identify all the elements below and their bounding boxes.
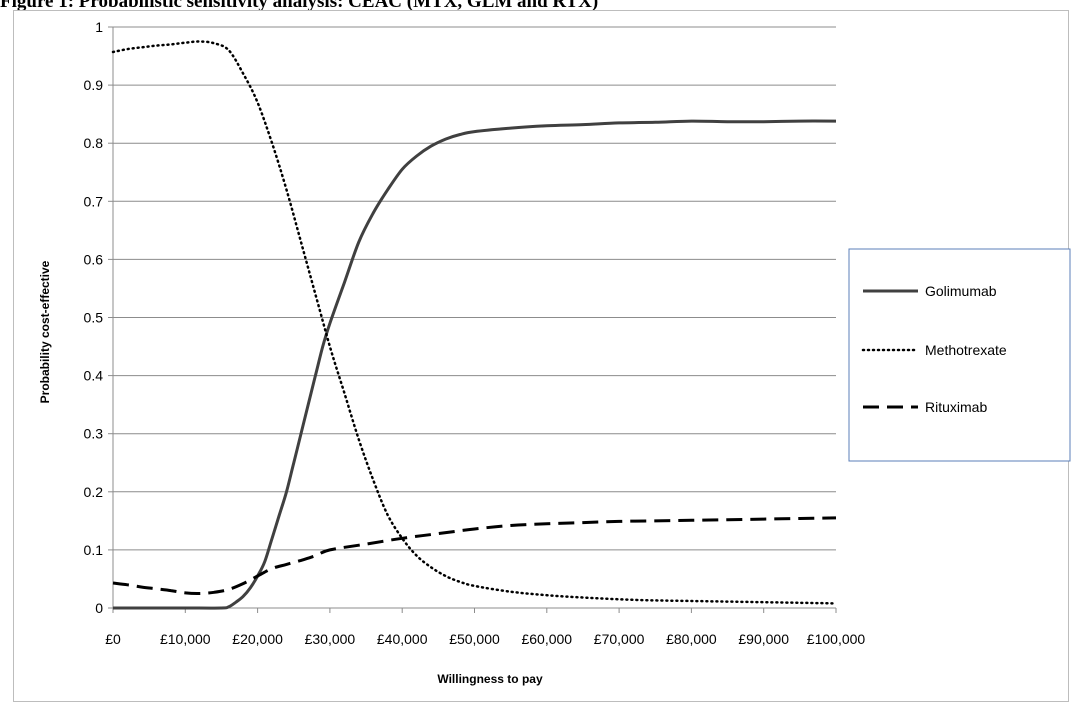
figure-title: Figure 1: Probabilistic sensitivity anal… — [0, 0, 599, 12]
axes: 0 0.1 0.2 0.3 0.4 0.5 0.6 0.7 0.8 0.9 1 £0 £10,000 £2… — [84, 19, 866, 647]
x-tick-label: £0 — [105, 631, 121, 647]
series-lines — [111, 40, 838, 610]
x-tick-label: £40,000 — [377, 631, 428, 647]
y-tick-label: 0 — [95, 600, 103, 616]
y-tick-label: 0.5 — [84, 310, 104, 326]
x-tick-label: £20,000 — [232, 631, 283, 647]
y-tick-label: 0.6 — [84, 251, 104, 267]
y-axis-title: Probability cost-effective — [38, 260, 52, 403]
legend-label-rituximab: Rituximab — [925, 399, 987, 415]
y-tick-label: 0.4 — [84, 368, 104, 384]
legend-label-methotrexate: Methotrexate — [925, 342, 1007, 358]
x-tick-label: £30,000 — [305, 631, 356, 647]
series-line-rituximab — [112, 516, 837, 596]
x-tick-label: £80,000 — [666, 631, 717, 647]
x-tick-label: £70,000 — [594, 631, 645, 647]
x-tick-label: £10,000 — [160, 631, 211, 647]
y-tick-label: 0.8 — [84, 135, 104, 151]
y-tick-label: 0.2 — [84, 484, 104, 500]
series-line-golimumab — [112, 119, 837, 610]
x-axis-title: Willingness to pay — [437, 672, 543, 686]
x-tick-label: £100,000 — [807, 631, 866, 647]
x-tick-label: £60,000 — [521, 631, 572, 647]
legend: Golimumab Methotrexate Rituximab — [848, 248, 1071, 462]
y-tick-label: 0.7 — [84, 193, 104, 209]
y-tick-label: 0.1 — [84, 542, 104, 558]
y-tick-label: 1 — [95, 19, 103, 35]
series-line-methotrexate — [111, 40, 838, 605]
gridlines — [113, 26, 836, 551]
legend-label-golimumab: Golimumab — [925, 283, 997, 299]
y-tick-label: 0.9 — [84, 77, 104, 93]
x-tick-label: £50,000 — [449, 631, 500, 647]
y-tick-label: 0.3 — [84, 426, 104, 442]
legend-box — [848, 248, 1071, 462]
x-tick-label: £90,000 — [738, 631, 789, 647]
